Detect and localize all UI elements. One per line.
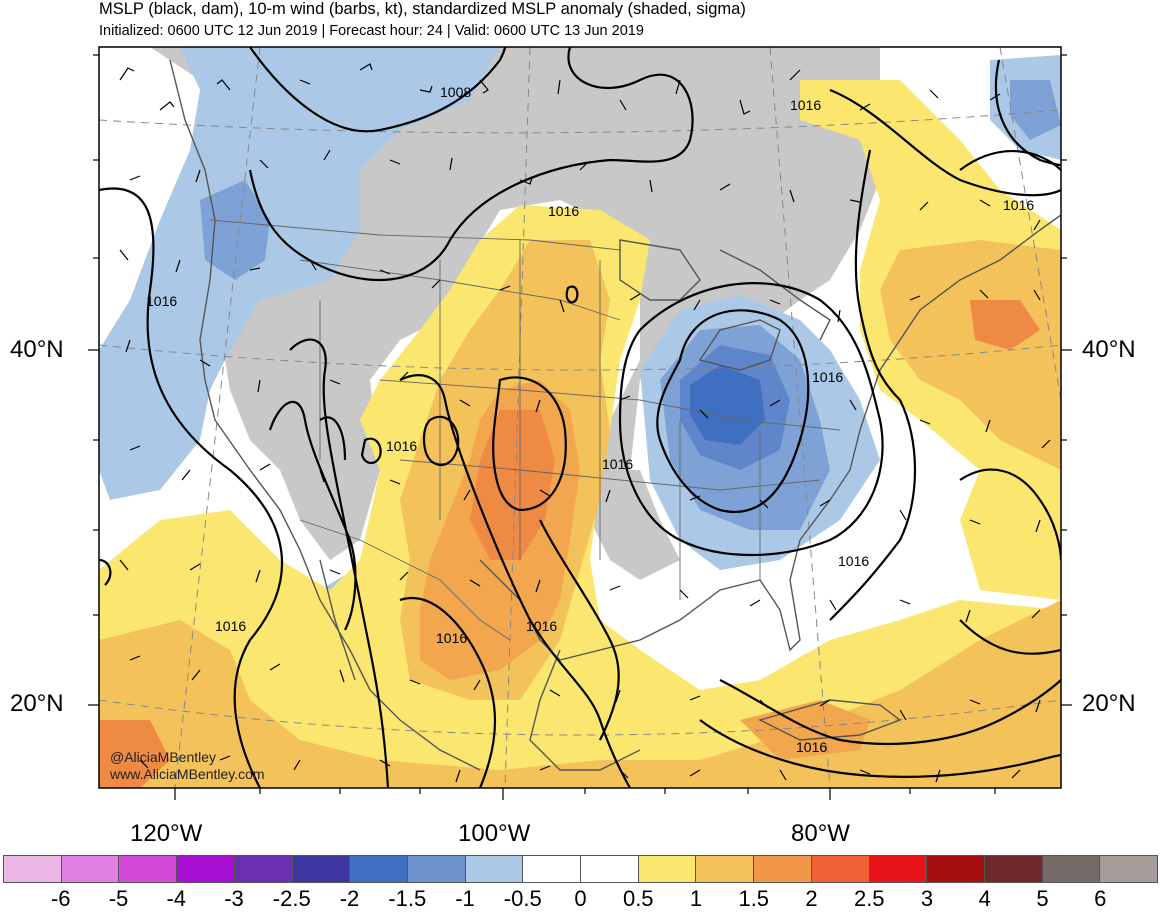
positive-anomaly-central-2 [470,410,555,560]
isobar-label: 1016 [146,293,177,309]
isobar-label: 1016 [790,97,821,113]
colorbar-label: -4 [166,886,187,911]
colorbar-label: -1 [455,886,475,911]
colorbar-label: 2.5 [853,886,885,911]
colorbar-swatch [811,856,870,882]
negative-anomaly-west [99,47,500,500]
positive-anomaly-pacific-2 [99,720,170,788]
colorbar-swatch [61,856,120,882]
colorbar-swatch [119,856,178,882]
colorbar-swatch [407,856,466,882]
colorbar-label: -6 [50,886,71,911]
negative-anomaly-east-max [690,365,765,445]
lon-label: 80°W [791,820,850,847]
isobar-label: 1016 [215,618,246,634]
credit-website: www.AliciaMBentley.com [110,766,265,782]
positive-anomaly-caribbean-1-5 [740,700,870,760]
lat-label-left: 40°N [10,336,64,363]
lat-label-right: 20°N [1082,690,1136,717]
colorbar-swatch [1100,856,1158,882]
colorbar-label: 1 [689,886,703,911]
political-borders [209,219,841,641]
colorbar-swatch [927,856,985,882]
colorbar-label: -5 [108,886,129,911]
negative-anomaly-west-core [200,180,270,280]
map-frame [98,46,1062,789]
colorbar-label: 4 [978,886,991,911]
colorbar-label: 0 [574,886,587,911]
chart-title: MSLP (black, dam), 10-m wind (barbs, kt)… [99,0,746,18]
frame-ticks [88,54,1072,800]
colorbar-swatch [754,856,812,882]
colorbar-swatch [292,856,351,882]
isobar-label: 1016 [1003,197,1034,213]
colorbar-labels: -6 -5 -4 -3 -2.5 -2 -1.5 -1 -0.5 0 0.5 1 1.5 2 2.5 3 4 5 6 [0,886,1160,912]
colorbar-swatch [465,856,524,882]
colorbar [3,855,1158,883]
colorbar-swatch [1042,856,1101,882]
neutral-land-south [590,470,680,580]
colorbar-swatch [696,856,755,882]
lon-label: 100°W [458,820,531,847]
colorbar-swatch [234,856,293,882]
colorbar-swatch [869,856,928,882]
lon-label: 120°W [130,820,203,847]
isobars [99,47,1061,788]
colorbar-label: 1.5 [738,886,770,911]
colorbar-swatch [581,856,639,882]
colorbar-label: -2 [339,886,360,911]
isobar-label: 1016 [602,456,633,472]
colorbar-label: 2 [805,886,818,911]
colorbar-label: 6 [1094,886,1107,911]
credit-handle: @AliciaMBentley [110,749,217,765]
colorbar-label: -3 [224,886,244,911]
graticule [99,47,1061,788]
colorbar-label: -1.5 [388,886,427,911]
colorbar-swatch [984,856,1043,882]
isobar-label: 1008 [440,84,471,100]
colorbar-label: -0.5 [503,886,542,911]
colorbar-label: 0.5 [622,886,654,911]
isobar-label: 1016 [796,739,827,755]
wind-barbs [119,63,1051,783]
isobar-label: 1016 [386,438,417,454]
colorbar-swatch [350,856,408,882]
colorbar-swatch [4,856,62,882]
chart-subtitle: Initialized: 0600 UTC 12 Jun 2019 | Fore… [99,23,644,39]
lat-label-right: 40°N [1082,336,1136,363]
positive-anomaly-ne-1-5 [970,300,1040,350]
negative-anomaly-ne-core [1010,80,1061,140]
colorbar-label: 5 [1036,886,1049,911]
positive-anomaly-ne-1 [880,240,1061,470]
colorbar-swatch [638,856,697,882]
isobar-label: 1016 [812,369,843,385]
lat-label-left: 20°N [10,690,64,717]
isobar-label: 1016 [838,553,869,569]
isobar-label: 1016 [526,618,557,634]
colorbar-swatch [523,856,582,882]
colorbar-label: 3 [920,886,934,911]
isobar-label: 1016 [436,630,467,646]
colorbar-label: -2.5 [272,886,311,911]
colorbar-swatch [177,856,235,882]
isobar-label: 1016 [548,203,579,219]
